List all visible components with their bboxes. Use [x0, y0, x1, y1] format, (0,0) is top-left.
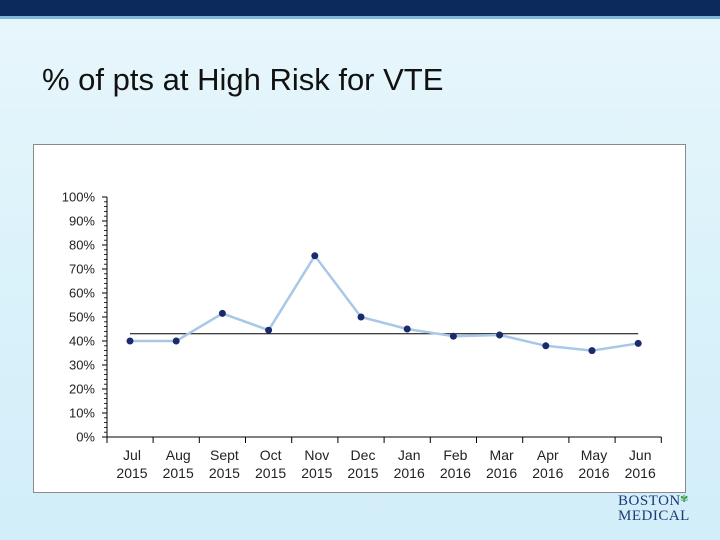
x-tick-label-year: 2015 — [163, 465, 194, 481]
line-chart: 100% 90% 80% 70% 60% 50% 40% 30% 20% 10% 0% Jul 2015… — [62, 190, 662, 481]
data-point — [496, 331, 504, 339]
data-point — [311, 252, 319, 260]
data-point — [265, 326, 273, 334]
data-point — [588, 347, 596, 355]
x-tick-label-year: 2015 — [347, 465, 378, 481]
data-point — [449, 332, 457, 340]
y-tick-label: 0% — [76, 430, 95, 445]
data-point — [403, 325, 411, 333]
x-tick-label-year: 2015 — [209, 465, 240, 481]
y-tick-label: 90% — [69, 214, 95, 229]
x-tick-label-month: Feb — [443, 447, 467, 463]
x-tick-label-month: Apr — [537, 447, 559, 463]
x-tick-label-year: 2016 — [532, 465, 563, 481]
x-tick-label-year: 2016 — [486, 465, 517, 481]
x-tick-label-year: 2015 — [116, 465, 147, 481]
leaf-icon: ✾ — [680, 494, 689, 505]
x-tick-label-month: Jul — [123, 447, 141, 463]
y-tick-label: 40% — [69, 334, 95, 349]
data-point — [542, 342, 550, 350]
x-tick-label-year: 2016 — [578, 465, 609, 481]
data-point — [126, 337, 134, 345]
y-tick-label: 10% — [69, 406, 95, 421]
data-point — [172, 337, 180, 345]
y-tick-label: 80% — [69, 238, 95, 253]
header-bar — [0, 0, 720, 16]
x-tick-label-month: Aug — [166, 447, 191, 463]
y-tick-label: 100% — [62, 190, 96, 205]
y-tick-label: 30% — [69, 358, 95, 373]
x-tick-label-year: 2015 — [255, 465, 286, 481]
data-point — [357, 313, 365, 321]
y-tick-label: 60% — [69, 286, 95, 301]
boston-medical-logo: BOSTON MEDICAL ✾ — [618, 494, 708, 526]
y-tick-label: 20% — [69, 382, 95, 397]
x-tick-label-month: Nov — [304, 447, 329, 463]
x-tick-label-month: Oct — [260, 447, 282, 463]
data-point — [218, 309, 226, 317]
x-tick-label-month: Mar — [490, 447, 514, 463]
x-tick-label-year: 2015 — [301, 465, 332, 481]
x-tick-label-month: Dec — [351, 447, 376, 463]
logo-line-2: MEDICAL — [618, 508, 690, 524]
y-tick-label: 70% — [69, 262, 95, 277]
x-tick-label-month: Jan — [398, 447, 421, 463]
y-tick-label: 50% — [69, 310, 95, 325]
logo-line-1: BOSTON — [618, 493, 681, 509]
x-tick-label-year: 2016 — [440, 465, 471, 481]
series-line — [130, 254, 639, 352]
x-tick-label-year: 2016 — [625, 465, 656, 481]
chart-frame: 100% 90% 80% 70% 60% 50% 40% 30% 20% 10% 0% Jul 2015… — [33, 144, 686, 493]
x-tick-label-year: 2016 — [394, 465, 425, 481]
slide-title: % of pts at High Risk for VTE — [42, 62, 444, 97]
x-tick-label-month: Jun — [629, 447, 652, 463]
header-stripe — [0, 16, 720, 19]
x-tick-label-month: May — [581, 447, 607, 463]
x-tick-label-month: Sept — [210, 447, 239, 463]
data-point — [634, 339, 642, 347]
